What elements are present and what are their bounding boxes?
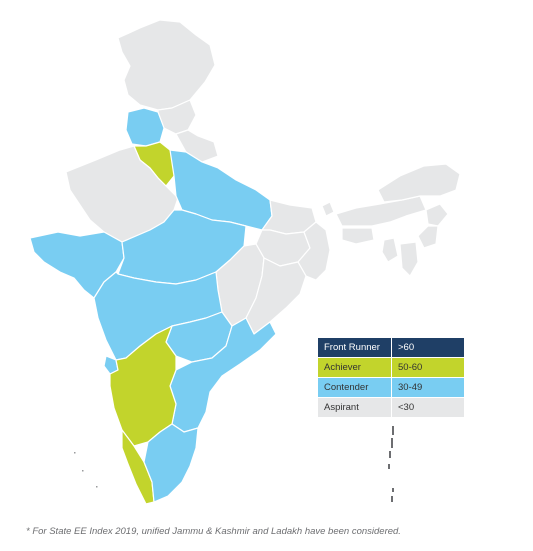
legend-range: >60 (398, 342, 415, 353)
region-jammu-kashmir-ladakh (117, 19, 216, 111)
legend-range: <30 (398, 402, 415, 413)
legend-row: Front Runner >60 (318, 338, 464, 357)
legend-category: Contender (318, 378, 392, 397)
legend-category: Aspirant (318, 398, 392, 417)
region-tripura (381, 237, 399, 263)
india-map (29, 19, 461, 505)
region-assam (335, 195, 427, 227)
region-arunachal-pradesh (377, 163, 461, 203)
legend-row: Achiever 50-60 (318, 358, 464, 377)
region-west-bengal (297, 221, 331, 281)
region-tamil-nadu (143, 423, 199, 503)
region-andhra-pradesh (169, 317, 277, 433)
legend-range: 50-60 (398, 362, 423, 373)
region-sikkim (321, 201, 335, 217)
legend-category: Front Runner (318, 338, 392, 357)
region-lakshadweep (74, 452, 98, 488)
region-punjab (125, 107, 165, 147)
region-manipur (417, 225, 439, 249)
footnote: * For State EE Index 2019, unified Jammu… (26, 526, 401, 537)
region-nagaland (425, 203, 449, 227)
legend-range: 30-49 (398, 382, 423, 393)
legend-category: Achiever (318, 358, 392, 377)
region-mizoram (399, 241, 419, 277)
legend-row: Aspirant <30 (318, 398, 464, 417)
region-meghalaya (341, 227, 375, 245)
legend-row: Contender 30-49 (318, 378, 464, 397)
map-legend: Front Runner >60 Achiever 50-60 Contender 30-… (318, 338, 464, 418)
region-odisha (245, 257, 307, 335)
region-karnataka (109, 325, 177, 447)
region-andaman-nicobar (388, 426, 394, 502)
region-kerala (121, 429, 155, 505)
